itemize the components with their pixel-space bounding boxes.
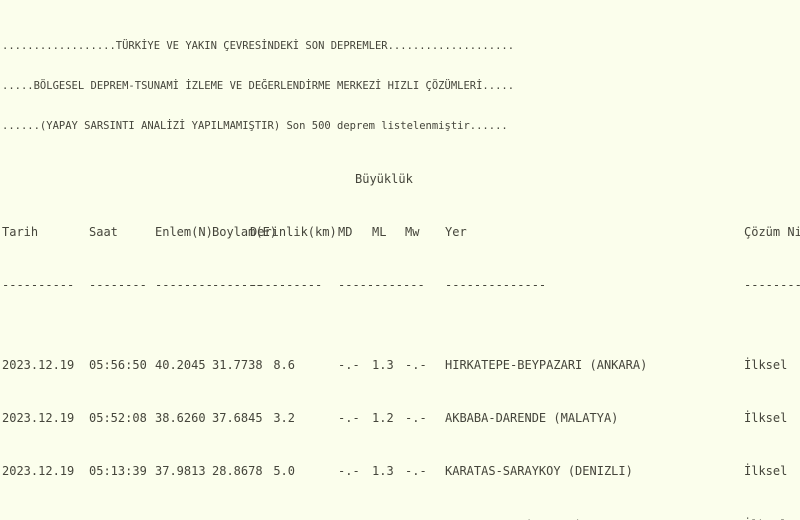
separator-depth: ----------	[250, 278, 323, 293]
ml-magnitude-cell: 1.3	[372, 464, 394, 479]
longitude-cell: 39.0660	[212, 518, 266, 520]
col-header-md: MD	[338, 225, 353, 240]
separator-date: ----------	[2, 278, 75, 293]
separator-place: --------------	[445, 278, 547, 293]
earthquake-table-body: 2023.12.19 05:56:50 40.2045 31.7738 8.6 …	[0, 332, 800, 520]
solution-quality-cell: İlksel	[744, 411, 788, 426]
location-cell: AKBABA-DARENDE (MALATYA)	[445, 411, 619, 426]
col-header-lat: Enlem(N)	[155, 225, 213, 240]
separator-magnitudes: ------------	[338, 278, 425, 293]
separator-lat: --------	[155, 278, 213, 293]
time-cell: 05:13:39	[89, 464, 147, 479]
depth-cell: 11.8	[238, 518, 295, 520]
date-cell: 2023.12.19	[2, 518, 82, 520]
latitude-cell: 37.9813	[155, 464, 206, 479]
longitude-cell: 31.7738	[212, 358, 263, 373]
date-cell: 2023.12.19	[2, 358, 75, 373]
mw-magnitude-cell: -.-	[405, 464, 427, 479]
earthquake-row: 2023.12.19 05:52:08 38.6260 37.6845 3.2 …	[0, 411, 800, 426]
ml-magnitude-cell: 1.3	[372, 358, 394, 373]
solution-quality-cell: İlksel	[744, 518, 800, 520]
page-note: ......(YAPAY SARSINTI ANALİZİ YAPILMAMIŞ…	[2, 119, 508, 132]
solution-quality-cell: İlksel	[744, 464, 788, 479]
col-header-time: Saat	[89, 225, 118, 240]
page-subtitle: .....BÖLGESEL DEPREM-TSUNAMİ İZLEME VE D…	[2, 79, 515, 92]
latitude-cell: 38.6260	[155, 411, 206, 426]
md-magnitude-cell: -.-	[338, 518, 364, 520]
depth-cell: 5.0	[273, 464, 295, 479]
location-cell: HIRKATEPE-BEYPAZARI (ANKARA)	[445, 358, 648, 373]
time-cell: 05:52:08	[89, 411, 147, 426]
mw-magnitude-cell: -.-	[405, 411, 427, 426]
md-magnitude-cell: -.-	[338, 464, 360, 479]
page-title: ..................TÜRKİYE VE YAKIN ÇEVRE…	[2, 39, 515, 52]
col-header-quality: Çözüm Nit	[744, 225, 800, 240]
longitude-cell: 37.6845	[212, 411, 263, 426]
col-header-depth: Derinlik(km)	[250, 225, 337, 240]
md-magnitude-cell: -.-	[338, 411, 360, 426]
ml-magnitude-cell: 2.1	[372, 518, 398, 520]
location-cell: KARATAS-SARAYKOY (DENIZLI)	[445, 464, 633, 479]
time-cell: 05:08:28	[89, 518, 151, 520]
magnitude-group-row: Büyüklük	[0, 171, 800, 186]
location-cell: OKSUZUSAGI-(ELAZIG)	[445, 518, 745, 520]
latitude-cell: 38.4605	[155, 518, 209, 520]
depth-cell: 8.6	[273, 358, 295, 373]
ml-magnitude-cell: 1.2	[372, 411, 394, 426]
magnitude-group-label: Büyüklük	[355, 171, 413, 186]
col-header-date: Tarih	[2, 225, 39, 240]
date-cell: 2023.12.19	[2, 411, 75, 426]
longitude-cell: 28.8678	[212, 464, 263, 479]
date-cell: 2023.12.19	[2, 464, 75, 479]
table-separator-row: ---------- -------- -------- ------- ---…	[0, 278, 800, 293]
col-header-lon: Boylam(E)	[212, 225, 278, 240]
mw-magnitude-cell: -.-	[405, 518, 431, 520]
separator-lon: -------	[212, 278, 263, 293]
col-header-mw: Mw	[405, 225, 420, 240]
mw-magnitude-cell: -.-	[405, 358, 427, 373]
time-cell: 05:56:50	[89, 358, 147, 373]
earthquake-row: 2023.12.19 05:56:50 40.2045 31.7738 8.6 …	[0, 358, 800, 373]
separator-quality: ---------	[744, 278, 800, 293]
earthquake-row: 2023.12.19 05:13:39 37.9813 28.8678 5.0 …	[0, 464, 800, 479]
separator-time: --------	[89, 278, 147, 293]
col-header-place: Yer	[445, 225, 467, 240]
depth-cell: 3.2	[273, 411, 295, 426]
md-magnitude-cell: -.-	[338, 358, 360, 373]
solution-quality-cell: İlksel	[744, 358, 788, 373]
col-header-ml: ML	[372, 225, 387, 240]
table-header-row: Tarih Saat Enlem(N) Boylam(E) Derinlik(k…	[0, 225, 800, 240]
earthquake-row: 2023.12.19 05:08:28 38.4605 39.0660 11.8…	[0, 518, 800, 520]
latitude-cell: 40.2045	[155, 358, 206, 373]
